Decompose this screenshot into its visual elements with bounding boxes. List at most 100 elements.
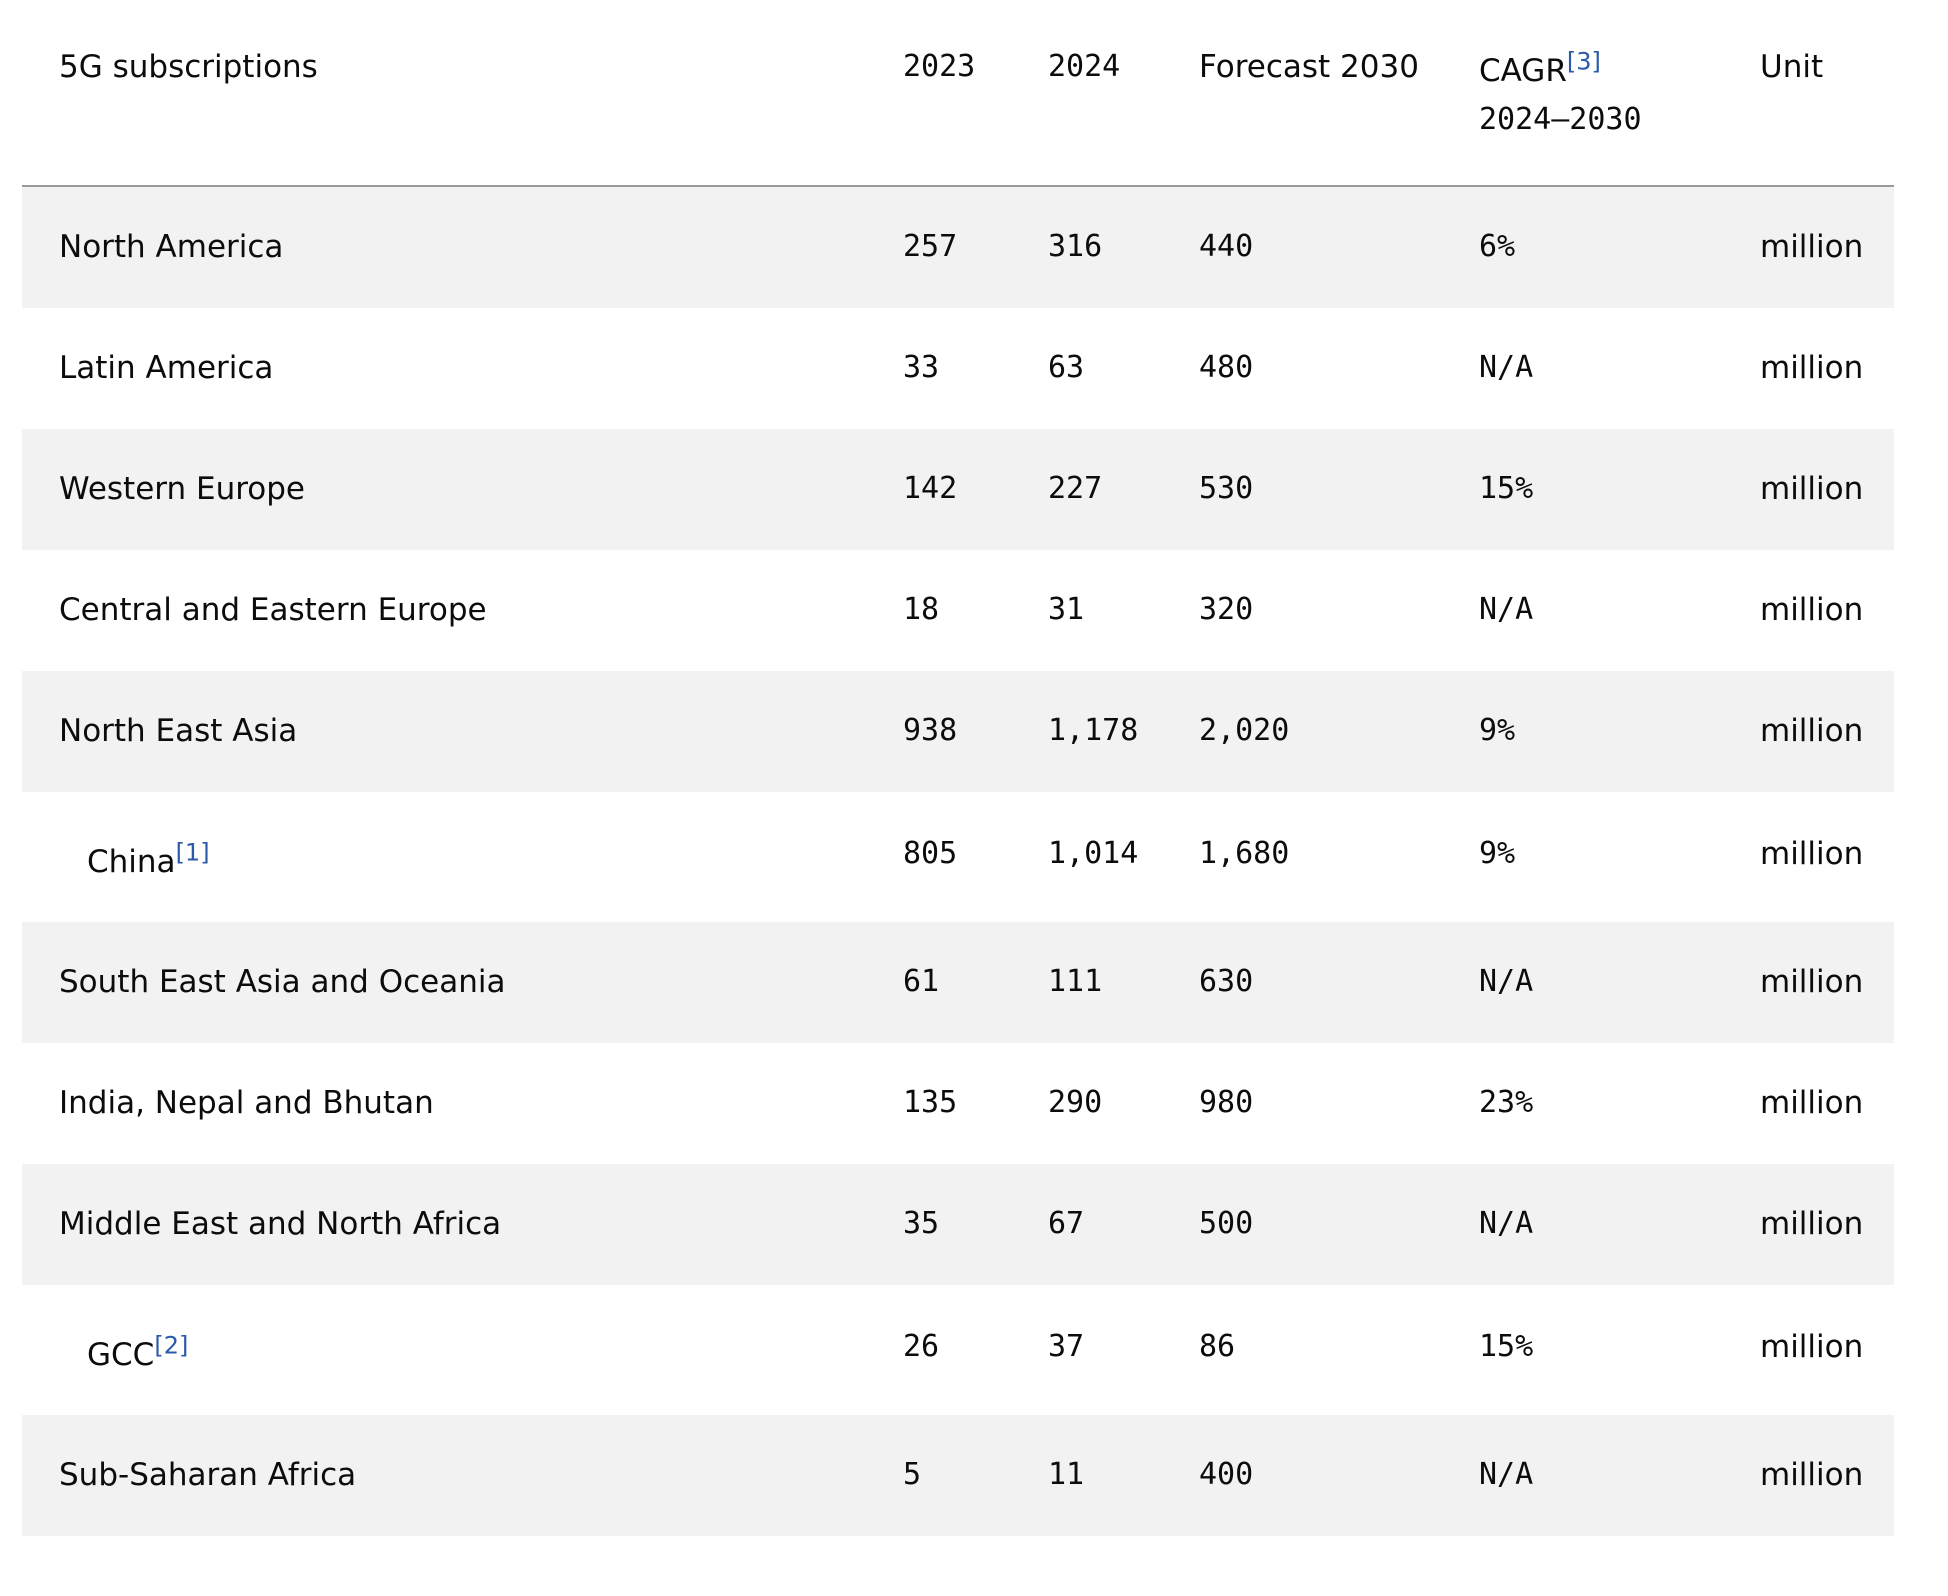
value-2024: 63 (1048, 350, 1085, 385)
value-2023: 805 (903, 836, 958, 871)
value-2023: 61 (903, 964, 940, 999)
value-2023: 18 (903, 592, 940, 627)
value-2023: 26 (903, 1329, 940, 1364)
region-label: Latin America (59, 350, 274, 386)
footnote-link-3[interactable]: [3] (1566, 47, 1601, 76)
table-row: Central and Eastern Europe 18 31 320 N/A mill… (22, 550, 1894, 671)
region-name: GCC[2] (87, 1331, 189, 1375)
header-cagr-period: 2024–2030 (1479, 102, 1642, 137)
header-cagr-label: CAGR (1479, 53, 1567, 89)
value-cagr: N/A (1479, 1206, 1534, 1241)
region-label: Western Europe (59, 471, 306, 507)
value-unit: million (1760, 964, 1864, 1000)
header-region: 5G subscriptions (59, 49, 318, 85)
value-2023: 33 (903, 350, 940, 385)
table-row: China[1] 805 1,014 1,680 9% million (22, 792, 1894, 922)
value-unit: million (1760, 350, 1864, 386)
table-row: North East Asia 938 1,178 2,020 9% million (22, 671, 1894, 792)
value-2024: 290 (1048, 1085, 1103, 1120)
header-unit: Unit (1760, 49, 1824, 85)
value-cagr: N/A (1479, 350, 1534, 385)
value-2024: 37 (1048, 1329, 1085, 1364)
region-name: Middle East and North Africa (59, 1204, 501, 1244)
value-2023: 5 (903, 1457, 922, 1492)
value-unit: million (1760, 1329, 1864, 1365)
value-2024: 316 (1048, 229, 1103, 264)
table-row: GCC[2] 26 37 86 15% million (22, 1285, 1894, 1415)
value-cagr: 15% (1479, 1329, 1534, 1364)
value-forecast-2030: 980 (1199, 1085, 1254, 1120)
value-forecast-2030: 440 (1199, 229, 1254, 264)
region-name: Western Europe (59, 469, 305, 509)
value-cagr: 15% (1479, 471, 1534, 506)
table-row: India, Nepal and Bhutan 135 290 980 23% milli… (22, 1043, 1894, 1164)
region-label: GCC (87, 1337, 155, 1373)
footnote-link[interactable]: [1] (175, 838, 210, 867)
value-2024: 1,178 (1048, 713, 1139, 748)
value-2024: 1,014 (1048, 836, 1139, 871)
region-name: Central and Eastern Europe (59, 590, 487, 630)
header-2024: 2024 (1048, 49, 1121, 84)
value-unit: million (1760, 1206, 1864, 1242)
value-unit: million (1760, 1457, 1864, 1493)
region-name: Latin America (59, 348, 273, 388)
value-forecast-2030: 400 (1199, 1457, 1254, 1492)
value-forecast-2030: 630 (1199, 964, 1254, 999)
value-2023: 938 (903, 713, 958, 748)
value-2024: 11 (1048, 1457, 1085, 1492)
value-forecast-2030: 86 (1199, 1329, 1236, 1364)
header-2023: 2023 (903, 49, 976, 84)
value-cagr: N/A (1479, 964, 1534, 999)
value-forecast-2030: 500 (1199, 1206, 1254, 1241)
table-row: South East Asia and Oceania 61 111 630 N/A mi… (22, 922, 1894, 1043)
header-cagr: CAGR[3] 2024–2030 (1479, 47, 1642, 149)
value-forecast-2030: 320 (1199, 592, 1254, 627)
region-name: India, Nepal and Bhutan (59, 1083, 434, 1123)
value-cagr: 9% (1479, 836, 1516, 871)
region-label: China (87, 844, 176, 880)
region-label: India, Nepal and Bhutan (59, 1085, 434, 1121)
table-header-row: 5G subscriptions 2023 2024 Forecast 2030… (22, 0, 1894, 187)
header-forecast-2030: Forecast 2030 (1199, 49, 1419, 85)
value-2023: 35 (903, 1206, 940, 1241)
value-unit: million (1760, 471, 1864, 507)
region-label: Sub-Saharan Africa (59, 1457, 357, 1493)
region-label: North America (59, 229, 284, 265)
region-label: South East Asia and Oceania (59, 964, 506, 1000)
value-cagr: N/A (1479, 592, 1534, 627)
region-name: South East Asia and Oceania (59, 962, 505, 1002)
value-cagr: 23% (1479, 1085, 1534, 1120)
value-forecast-2030: 2,020 (1199, 713, 1290, 748)
region-label: North East Asia (59, 713, 298, 749)
region-name: North America (59, 227, 283, 267)
table-body: North America 257 316 440 6% million Latin Ame… (22, 187, 1894, 1536)
value-unit: million (1760, 229, 1864, 265)
value-forecast-2030: 1,680 (1199, 836, 1290, 871)
value-unit: million (1760, 592, 1864, 628)
region-name: Sub-Saharan Africa (59, 1455, 356, 1495)
subscriptions-table: 5G subscriptions 2023 2024 Forecast 2030… (22, 0, 1894, 1536)
value-2024: 111 (1048, 964, 1103, 999)
region-label: Central and Eastern Europe (59, 592, 487, 628)
value-unit: million (1760, 713, 1864, 749)
value-forecast-2030: 480 (1199, 350, 1254, 385)
table-row: North America 257 316 440 6% million (22, 187, 1894, 308)
table-row: Middle East and North Africa 35 67 500 N/A mi… (22, 1164, 1894, 1285)
value-cagr: 9% (1479, 713, 1516, 748)
table-row: Sub-Saharan Africa 5 11 400 N/A million (22, 1415, 1894, 1536)
value-2023: 142 (903, 471, 958, 506)
value-unit: million (1760, 836, 1864, 872)
value-unit: million (1760, 1085, 1864, 1121)
value-2024: 31 (1048, 592, 1085, 627)
region-name: China[1] (87, 838, 210, 882)
value-cagr: N/A (1479, 1457, 1534, 1492)
region-label: Middle East and North Africa (59, 1206, 502, 1242)
footnote-link[interactable]: [2] (154, 1331, 189, 1360)
value-2024: 227 (1048, 471, 1103, 506)
value-2023: 257 (903, 229, 958, 264)
region-name: North East Asia (59, 711, 297, 751)
value-2023: 135 (903, 1085, 958, 1120)
table-row: Western Europe 142 227 530 15% million (22, 429, 1894, 550)
value-forecast-2030: 530 (1199, 471, 1254, 506)
table-row: Latin America 33 63 480 N/A million (22, 308, 1894, 429)
